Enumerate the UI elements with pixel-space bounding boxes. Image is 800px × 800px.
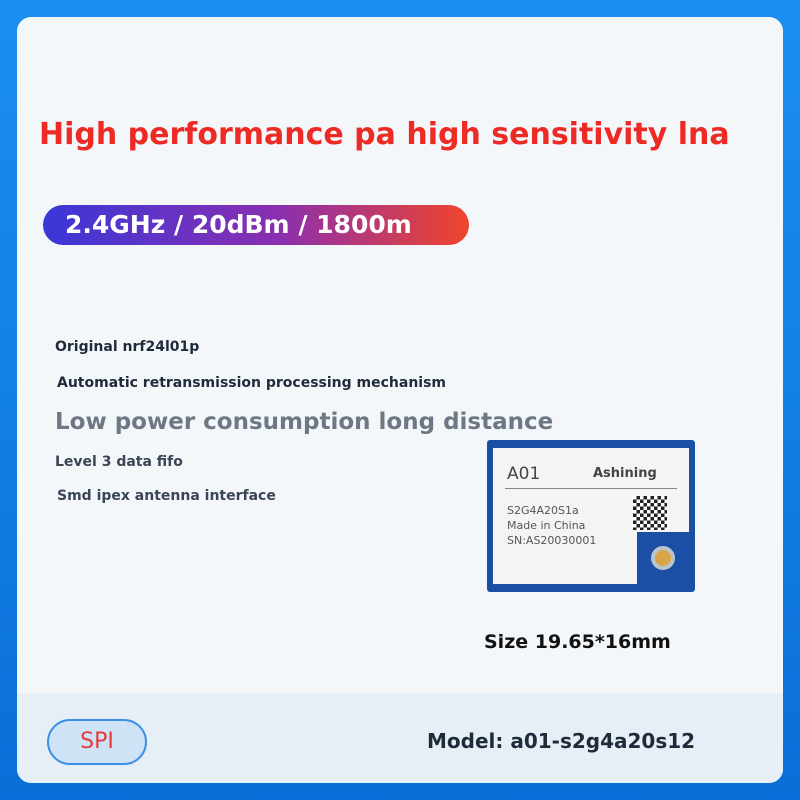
- module-name: A01: [507, 464, 541, 484]
- feature-4: Level 3 data fifo: [55, 454, 183, 470]
- product-card: High performance pa high sensitivity lna…: [17, 17, 783, 783]
- size-label: Size 19.65*16mm: [484, 631, 671, 653]
- feature-5: Smd ipex antenna interface: [57, 488, 276, 504]
- feature-2: Automatic retransmission processing mech…: [57, 375, 447, 391]
- module-brand: Ashining: [593, 466, 657, 481]
- module-image: A01 Ashining S2G4A20S1a Made in China SN…: [487, 440, 695, 592]
- module-sn: SN:AS20030001: [507, 534, 597, 547]
- interface-badge: SPI: [47, 719, 147, 765]
- model-label: Model: a01-s2g4a20s12: [427, 729, 696, 753]
- headline: High performance pa high sensitivity lna: [39, 117, 730, 152]
- feature-1: Original nrf24l01p: [55, 339, 200, 355]
- ipex-connector-icon: [637, 532, 689, 584]
- specs-banner: 2.4GHz / 20dBm / 1800m: [43, 205, 469, 245]
- qr-code-icon: [633, 496, 667, 530]
- module-part: S2G4A20S1a: [507, 504, 579, 517]
- feature-3: Low power consumption long distance: [55, 409, 554, 435]
- module-origin: Made in China: [507, 519, 586, 532]
